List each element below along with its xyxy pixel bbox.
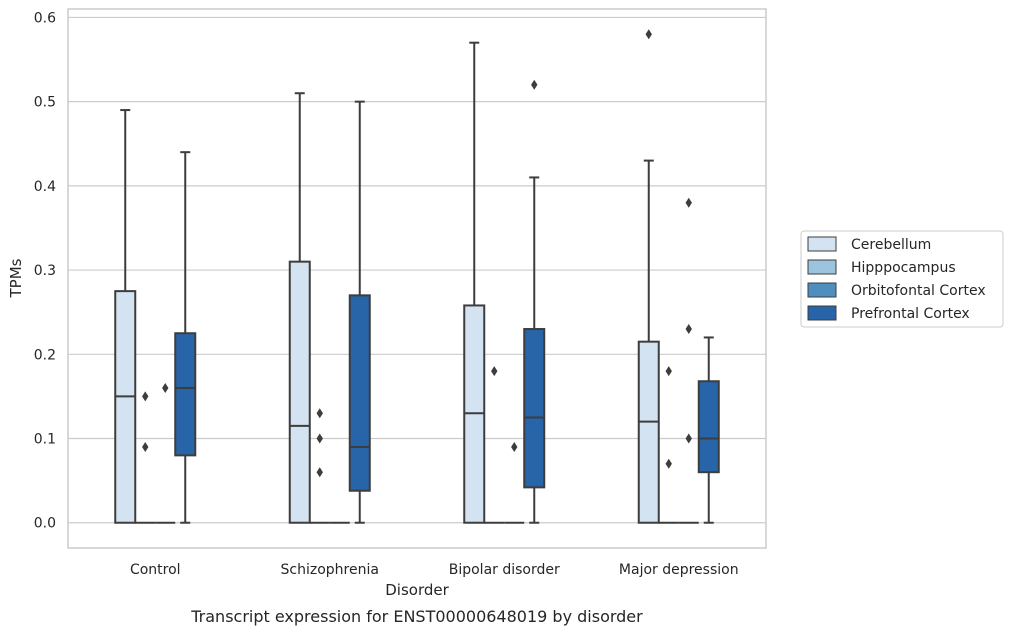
y-tick-label: 0.1: [34, 432, 56, 448]
chart-caption: Transcript expression for ENST0000064801…: [190, 607, 643, 626]
x-axis-ticks: Control Schizophrenia Bipolar disorder Majo…: [130, 562, 739, 578]
box-iqr: [523, 328, 546, 489]
legend-swatch: [807, 236, 837, 252]
y-tick-label: 0.6: [34, 10, 56, 26]
box-iqr: [348, 294, 371, 492]
box-prefrontal-cortex: [697, 336, 720, 524]
box-orbitofontal-cortex: [678, 197, 699, 524]
legend-item: Orbitofontal Cortex: [807, 282, 986, 299]
legend-frame: [800, 230, 1004, 328]
y-tick-label: 0.5: [34, 95, 56, 111]
legend-swatch: [807, 282, 837, 298]
box-cerebellum: [114, 109, 137, 524]
outlier-point: [645, 29, 652, 40]
legend-label: Hipppocampus: [851, 260, 956, 276]
y-tick-label: 0.2: [34, 347, 56, 363]
gridlines: [68, 16, 766, 524]
legend: Cerebellum Hipppocampus Orbitofontal Corte…: [800, 230, 1004, 328]
plot-frame: [67, 8, 767, 549]
box-orbitofontal-cortex: [504, 441, 525, 524]
legend-item: Hipppocampus: [807, 259, 956, 276]
box-iqr: [174, 332, 197, 457]
outlier-point: [142, 441, 149, 452]
outlier-point: [685, 197, 692, 208]
box-hipppocampus: [658, 366, 679, 524]
box-hipppocampus: [484, 366, 505, 524]
outlier-point: [491, 366, 498, 377]
box-cerebellum: [288, 92, 311, 524]
y-tick-label: 0.4: [34, 179, 56, 195]
legend-label: Cerebellum: [851, 237, 931, 253]
outlier-point: [316, 408, 323, 419]
outlier-point: [162, 382, 169, 393]
outlier-point: [665, 366, 672, 377]
x-tick-label: Major depression: [619, 562, 739, 578]
y-tick-label: 0.3: [34, 263, 56, 279]
outlier-point: [316, 467, 323, 478]
box-hipppocampus: [135, 391, 156, 524]
boxes: [114, 29, 720, 524]
box-cerebellum: [463, 41, 486, 524]
legend-label: Orbitofontal Cortex: [851, 283, 986, 299]
box-prefrontal-cortex: [348, 100, 371, 524]
y-axis-ticks: 0.0 0.1 0.2 0.3 0.4 0.5 0.6: [34, 10, 56, 531]
x-axis-label: Disorder: [385, 581, 449, 599]
legend-swatch: [807, 305, 837, 321]
box-cerebellum: [637, 29, 660, 524]
box-orbitofontal-cortex: [155, 382, 176, 524]
outlier-point: [316, 433, 323, 444]
legend-item: Prefrontal Cortex: [807, 305, 970, 322]
x-tick-label: Schizophrenia: [281, 562, 379, 578]
box-iqr: [697, 380, 720, 474]
box-hipppocampus: [309, 408, 330, 524]
outlier-point: [142, 391, 149, 402]
box-iqr: [637, 340, 660, 524]
y-tick-label: 0.0: [34, 516, 56, 532]
legend-label: Prefrontal Cortex: [851, 306, 970, 322]
box-prefrontal-cortex: [174, 151, 197, 524]
legend-swatch: [807, 259, 837, 275]
outlier-point: [665, 458, 672, 469]
outlier-point: [531, 79, 538, 90]
outlier-point: [685, 324, 692, 335]
box-prefrontal-cortex: [523, 79, 546, 524]
y-axis-label: TPMs: [7, 258, 25, 298]
outlier-point: [685, 433, 692, 444]
box-iqr: [288, 260, 311, 524]
box-iqr: [114, 290, 137, 524]
x-tick-label: Bipolar disorder: [449, 562, 560, 578]
legend-item: Cerebellum: [807, 236, 931, 253]
outlier-point: [511, 441, 518, 452]
x-tick-label: Control: [130, 562, 181, 578]
